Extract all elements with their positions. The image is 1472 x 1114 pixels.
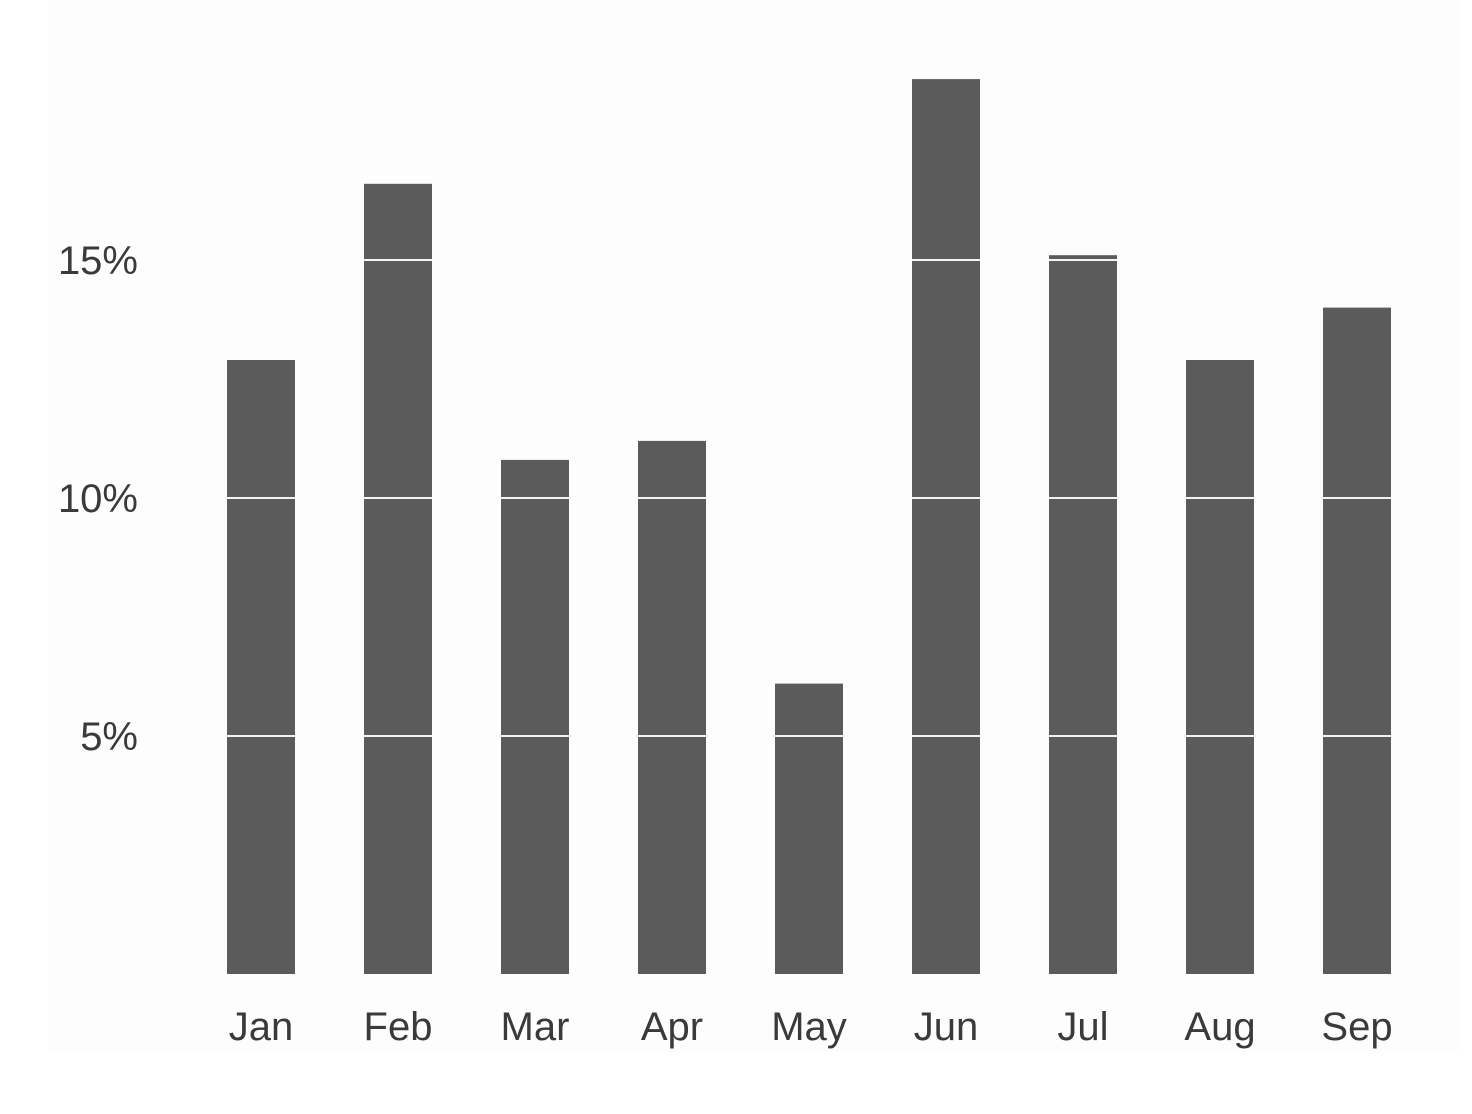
x-tick-label-sep: Sep — [1321, 1005, 1392, 1049]
bar-mar — [501, 459, 569, 974]
x-tick-label-mar: Mar — [501, 1005, 570, 1049]
bar-jul — [1049, 255, 1117, 974]
x-tick-label-jun: Jun — [914, 1005, 979, 1049]
y-tick-label-10: 10% — [58, 477, 138, 521]
x-axis-tick-labels: Jan Feb Mar Apr May Jun Jul Aug Sep — [229, 1005, 1393, 1049]
bar-apr — [638, 440, 706, 974]
gridlines-group — [227, 259, 1391, 737]
y-axis-tick-labels: 5% 10% 15% — [58, 239, 138, 759]
y-tick-label-15: 15% — [58, 239, 138, 283]
x-tick-label-apr: Apr — [641, 1005, 703, 1049]
bar-aug — [1186, 360, 1254, 974]
x-tick-label-aug: Aug — [1184, 1005, 1255, 1049]
x-tick-label-jul: Jul — [1057, 1005, 1108, 1049]
x-tick-label-may: May — [771, 1005, 847, 1049]
y-tick-label-5: 5% — [80, 715, 138, 759]
x-tick-label-feb: Feb — [364, 1005, 433, 1049]
bar-jun — [912, 79, 980, 975]
bar-jan — [227, 360, 295, 974]
bar-sep — [1323, 307, 1391, 975]
bar-may — [775, 683, 843, 974]
bars-group — [227, 79, 1391, 975]
bar-feb — [364, 183, 432, 975]
x-tick-label-jan: Jan — [229, 1005, 294, 1049]
